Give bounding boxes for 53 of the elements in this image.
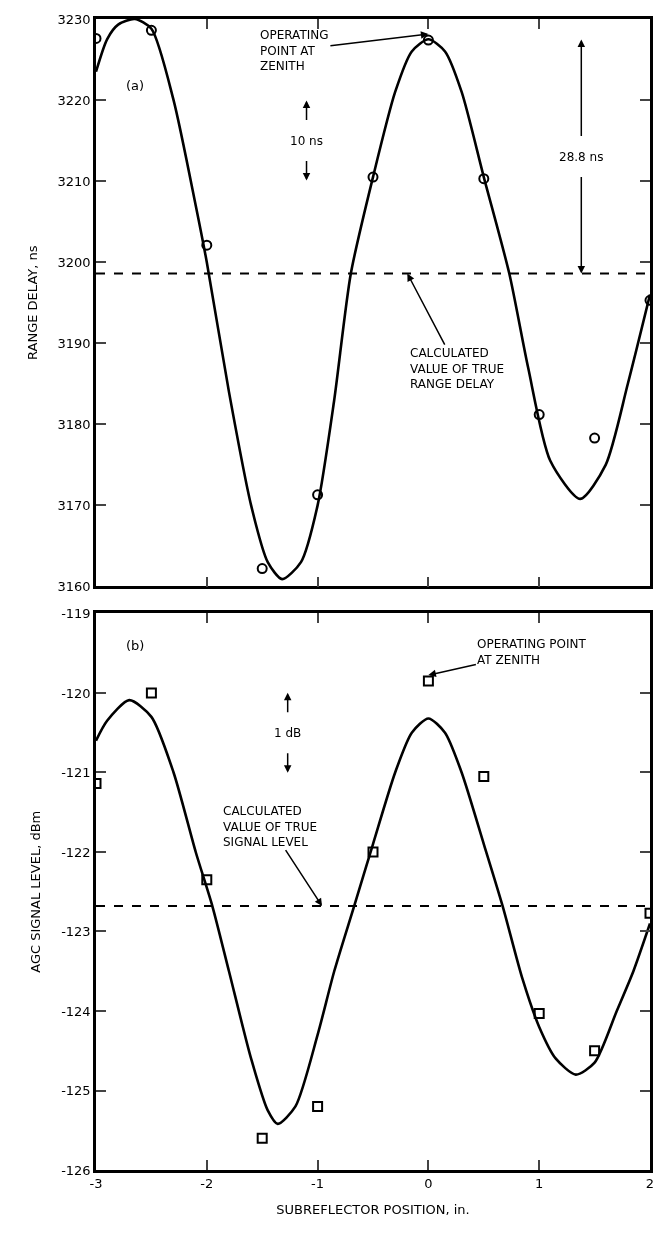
y-tick-label: -124 [61, 1003, 91, 1019]
y-tick-label: -120 [61, 685, 91, 701]
point [201, 239, 213, 251]
y-tick-label: 3220 [57, 92, 91, 108]
annotation: 1 dB [274, 726, 302, 740]
x-axis-title: SUBREFLECTOR POSITION, in. [276, 1201, 470, 1217]
annotation: 10 ns [290, 134, 323, 148]
point [367, 171, 379, 183]
y-tick-label: 3160 [57, 578, 91, 594]
annotation: 28.8 ns [559, 150, 604, 164]
annotation: OPERATING POINT AT ZENITH [477, 637, 587, 667]
y-tick-label: 3190 [57, 335, 91, 351]
point [478, 173, 490, 185]
y-axis-title: AGC SIGNAL LEVEL, dBm [28, 810, 44, 973]
x-tick-label: -2 [200, 1176, 214, 1192]
point [422, 675, 434, 687]
y-tick-label: -119 [61, 606, 91, 622]
x-tick-label: -3 [89, 1176, 103, 1192]
y-tick-label: 3200 [57, 254, 91, 270]
point [256, 563, 268, 575]
point [533, 409, 545, 421]
annotation: OPERATING POINT AT ZENITH [260, 28, 329, 74]
x-tick-label: 0 [424, 1176, 433, 1192]
annotation: (a) [126, 78, 145, 93]
point [367, 846, 379, 858]
y-tick-label: -123 [61, 924, 91, 940]
y-tick-label: -121 [61, 765, 91, 781]
y-tick-label: -122 [61, 844, 91, 860]
x-tick-label: -1 [311, 1176, 325, 1192]
y-tick-label: 3210 [57, 173, 91, 189]
y-axis-title: RANGE DELAY, ns [24, 245, 40, 360]
x-tick-label: 2 [645, 1176, 655, 1192]
y-tick-label: 3230 [57, 11, 91, 27]
ref-line-label: CALCULATED VALUE OF TRUE RANGE DELAY [410, 346, 505, 392]
ref-line-label: CALCULATED VALUE OF TRUE SIGNAL LEVEL [223, 804, 318, 850]
point [422, 34, 434, 46]
y-tick-label: 3180 [57, 416, 91, 432]
point [201, 874, 213, 886]
point [589, 432, 601, 444]
point [312, 489, 324, 501]
annotation: (b) [126, 638, 145, 653]
point [589, 1045, 601, 1057]
x-tick-label: 1 [535, 1176, 544, 1192]
y-tick-label: 3170 [57, 497, 91, 513]
point [145, 687, 157, 699]
point [533, 1007, 545, 1019]
point [312, 1100, 324, 1112]
point [145, 24, 157, 36]
line-series [96, 698, 650, 1126]
y-tick-label: -125 [61, 1083, 91, 1099]
y-tick-label: -126 [61, 1162, 91, 1178]
point [256, 1132, 268, 1144]
point [478, 770, 490, 782]
